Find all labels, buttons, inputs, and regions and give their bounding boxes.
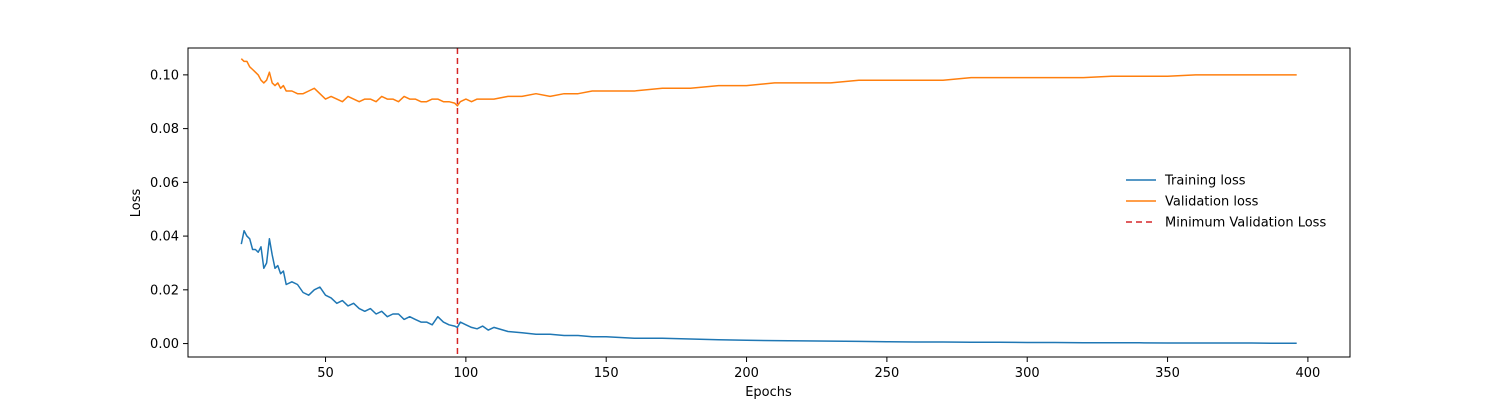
plot-frame (187, 47, 1351, 358)
x-axis-label: Epochs (745, 385, 792, 400)
legend-label: Training loss (1164, 174, 1246, 189)
y-tick-label: 0.04 (150, 230, 179, 245)
x-tick-label: 250 (874, 366, 899, 381)
plot-area (240, 48, 1297, 357)
x-tick-label: 200 (734, 366, 759, 381)
legend-label: Validation loss (1165, 195, 1259, 210)
y-tick-label: 0.00 (150, 337, 179, 352)
y-tick-label: 0.08 (150, 122, 179, 137)
x-tick-label: 150 (594, 366, 619, 381)
x-tick-label: 100 (453, 366, 478, 381)
axes: 50 100 150 200 250 300 350 400 0.00 0.02 0.04 0.06 0… (150, 47, 1351, 381)
y-tick-label: 0.02 (150, 283, 179, 298)
x-tick-label: 350 (1155, 366, 1180, 381)
series-line-training-loss (240, 229, 1297, 345)
legend-label: Minimum Validation Loss (1165, 216, 1326, 231)
x-tick-label: 50 (317, 366, 334, 381)
y-tick-label: 0.10 (150, 68, 179, 83)
series-line-validation-loss (240, 58, 1297, 107)
x-tick-label: 300 (1015, 366, 1040, 381)
legend: Training loss Validation loss Minimum Vali… (1126, 174, 1326, 231)
x-tick-label: 400 (1295, 366, 1320, 381)
y-tick-label: 0.06 (150, 176, 179, 191)
y-axis-label: Loss (129, 189, 144, 218)
